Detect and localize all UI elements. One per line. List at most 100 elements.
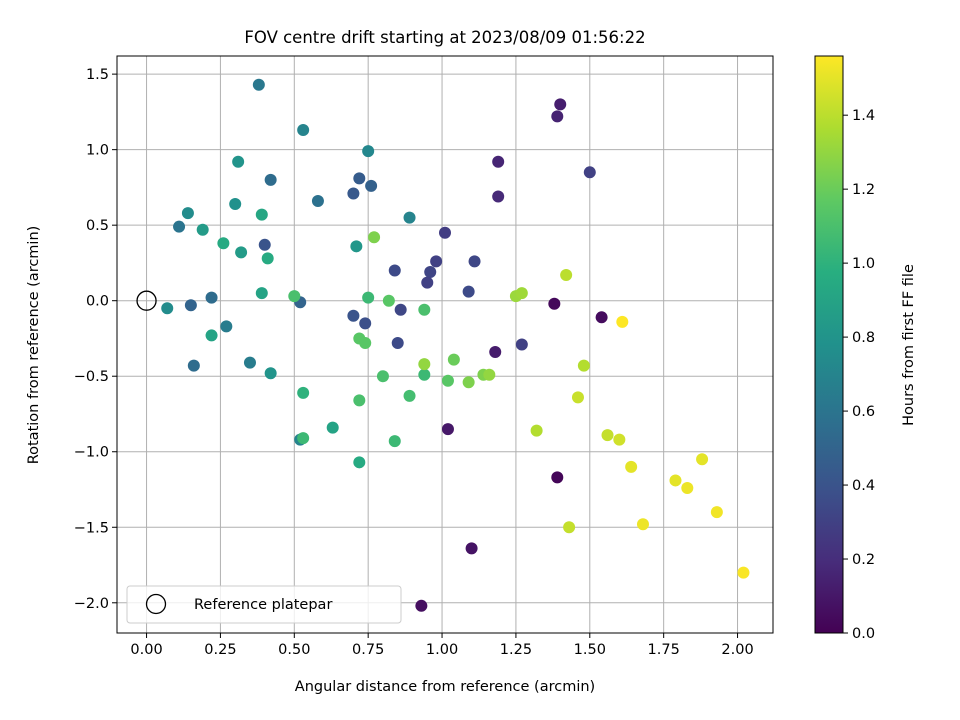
x-tick-label: 0.25 [204,642,236,658]
scatter-point [243,356,256,369]
scatter-point [362,145,375,158]
y-tick-label: −1.0 [74,445,109,461]
colorbar-ticks: 0.0 0.2 0.4 0.6 0.8 1.0 1.2 1.4 [843,108,875,642]
scatter-point [382,294,395,307]
scatter-point [551,110,564,123]
y-tick-label: −2.0 [74,596,109,612]
x-tick-label: 1.50 [574,642,606,658]
scatter-point [625,460,638,473]
legend: Reference platepar [126,585,402,624]
colorbar: 0.0 0.2 0.4 0.6 0.8 1.0 1.2 1.4 Hours from firs… [814,55,917,642]
scatter-point [326,421,339,434]
reference-marker [136,290,157,311]
y-tick-label: 1.5 [86,67,109,83]
scatter-point [424,265,437,278]
legend-marker [145,593,167,615]
colorbar-tick-label: 0.4 [852,478,875,494]
colorbar-label: Hours from first FF file [901,264,917,426]
scatter-point [418,368,431,381]
scatter-point [297,386,310,399]
scatter-point [669,474,682,487]
scatter-point [403,211,416,224]
scatter-point [415,599,428,612]
x-axis-label: Angular distance from reference (arcmin) [295,679,595,695]
x-tick-label: 1.75 [648,642,680,658]
x-tick-label: 2.00 [721,642,753,658]
scatter-point [601,429,614,442]
scatter-point [563,521,576,534]
scatter-point [205,329,218,342]
scatter-point [365,179,378,192]
scatter-point [636,518,649,531]
scatter-point [441,423,454,436]
scatter-point [577,359,590,372]
x-tick-label: 1.00 [426,642,458,658]
scatter-point [173,220,186,233]
legend-box [126,585,402,624]
scatter-point [696,453,709,466]
colorbar-tick-label: 0.6 [852,404,875,420]
y-tick-label: −1.5 [74,520,109,536]
scatter-point [551,471,564,484]
scatter-point [359,317,372,330]
scatter-point [353,394,366,407]
scatter-point [447,353,460,366]
scatter-point [297,432,310,445]
scatter-point [220,320,233,333]
scatter-point [388,264,401,277]
scatter-point [184,299,197,312]
scatter-point [465,542,478,555]
scatter-point [196,223,209,236]
scatter-point [492,190,505,203]
scatter-point [235,246,248,259]
scatter-point [462,285,475,298]
reference-point [136,290,157,311]
scatter-point [353,172,366,185]
scatter-point [583,166,596,179]
scatter-point [181,207,194,220]
colorbar-tick-label: 1.4 [852,108,875,124]
colorbar-tick-label: 0.0 [852,626,875,642]
scatter-point [492,155,505,168]
grid-lines [117,56,773,633]
scatter-point [394,303,407,316]
scatter-point [232,155,245,168]
scatter-point [515,338,528,351]
scatter-point [681,481,694,494]
scatter-point [613,433,626,446]
y-tick-label: 0.5 [86,218,109,234]
scatter-point [403,389,416,402]
x-axis: 0.00 0.25 0.50 0.75 1.00 1.25 1.50 1.75 2.00 [130,633,754,658]
scatter-point [252,78,265,91]
scatter-point [616,315,629,328]
scatter-point [548,297,561,310]
scatter-point [560,269,573,282]
scatter-point [376,370,389,383]
colorbar-tick-label: 1.0 [852,256,875,272]
x-tick-label: 0.50 [278,642,310,658]
colorbar-gradient [814,55,844,634]
scatter-point [468,255,481,268]
scatter-point [255,287,268,300]
colorbar-tick-label: 0.8 [852,330,875,346]
scatter-point [737,566,750,579]
scatter-point [258,238,271,251]
scatter-point [462,376,475,389]
scatter-point [388,435,401,448]
scatter-point [161,302,174,315]
scatter-point [217,237,230,250]
scatter-point [430,255,443,268]
x-tick-label: 0.75 [352,642,384,658]
legend-entry-reference-platepar: Reference platepar [194,597,332,613]
scatter-point [710,506,723,519]
scatter-point [187,359,200,372]
scatter-point [595,311,608,324]
scatter-point [350,240,363,253]
scatter-point [391,336,404,349]
scatter-point [255,208,268,221]
chart-title: FOV centre drift starting at 2023/08/09 … [244,28,645,47]
scatter-point [368,231,381,244]
scatter-point [264,173,277,186]
scatter-point [359,336,372,349]
